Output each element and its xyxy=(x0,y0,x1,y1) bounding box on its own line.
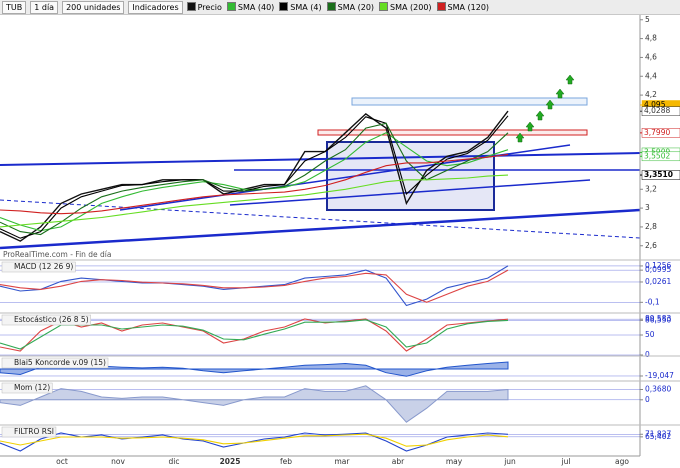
legend-swatch xyxy=(226,2,236,11)
y-tick-label: 4,8 xyxy=(645,34,657,43)
x-tick-label: abr xyxy=(392,457,405,466)
last-label: 4,095 xyxy=(644,100,666,109)
arrows xyxy=(515,74,575,143)
y-tick-label: 2,6 xyxy=(645,241,657,250)
y-tick-label: 0 xyxy=(645,395,650,404)
legend: Precio SMA (40) SMA (4) SMA (20) SMA (200) SM… xyxy=(186,2,490,12)
series-line xyxy=(0,265,509,307)
panel-title-bg xyxy=(1,426,57,438)
trendline xyxy=(229,179,591,206)
y-tick-label: 0 xyxy=(645,350,650,359)
legend-item[interactable]: SMA (4) xyxy=(279,2,322,12)
area xyxy=(0,385,509,423)
legend-label: SMA (200) xyxy=(390,3,432,12)
series-line xyxy=(0,115,509,239)
last-label: 3,3510 xyxy=(644,170,673,179)
x-tick-label: 2025 xyxy=(220,457,241,466)
series-line xyxy=(0,110,509,242)
legend-swatch xyxy=(326,2,336,11)
x-tick-label: mar xyxy=(335,457,351,466)
y-tick-label: -19,047 xyxy=(645,371,674,380)
trendline xyxy=(0,152,641,166)
units[interactable]: 200 unidades xyxy=(62,0,125,14)
panel-title: MACD (12 26 9) xyxy=(14,262,73,271)
trendline xyxy=(0,199,641,239)
y-tick-label: 4,4 xyxy=(645,71,657,80)
y-tick-label: 0,0261 xyxy=(645,277,671,286)
zone xyxy=(317,129,588,136)
y-tick-label: 3 xyxy=(645,203,650,212)
y-tick-label: 3,2 xyxy=(645,184,657,193)
zone xyxy=(351,97,588,106)
legend-swatch xyxy=(379,2,389,11)
panel-title-bg xyxy=(1,314,91,326)
series-line xyxy=(0,122,509,236)
toolbar: TUB 1 día 200 unidades Indicadores Preci… xyxy=(0,0,680,15)
legend-item[interactable]: SMA (200) xyxy=(379,2,432,12)
y-tick-label: 4,2 xyxy=(645,90,657,99)
panel-title-bg xyxy=(1,382,53,394)
panel-title-bg xyxy=(1,357,109,369)
panel-title: Estocástico (26 8 5) xyxy=(14,315,89,324)
legend-label: SMA (120) xyxy=(447,3,490,12)
y-tick-label: 65,402 xyxy=(645,432,671,441)
panel-title: FILTRO RSI xyxy=(14,427,54,436)
legend-swatch xyxy=(279,2,289,11)
symbol[interactable]: TUB xyxy=(2,0,27,14)
y-tick-label: 5 xyxy=(645,15,650,24)
x-tick-label: ago xyxy=(615,457,629,466)
series-line xyxy=(0,318,509,352)
y-tick-label: 4,6 xyxy=(645,52,657,61)
y-tick-label: 2,8 xyxy=(645,222,657,231)
y-tick-label: 0,3680 xyxy=(645,384,671,393)
last-label: 4,0288 xyxy=(644,106,670,115)
panel-title-bg xyxy=(1,261,76,273)
last-label: 3,5502 xyxy=(644,151,670,160)
annotations xyxy=(0,74,641,250)
series-line xyxy=(0,269,509,303)
x-tick-label: may xyxy=(446,457,463,466)
x-tick-label: feb xyxy=(280,457,292,466)
legend-label: SMA (4) xyxy=(290,3,322,12)
last-label: 3,7990 xyxy=(644,128,670,137)
legend-item[interactable]: SMA (20) xyxy=(326,2,375,12)
y-tick-label: 89,583 xyxy=(645,314,671,323)
panel-title: Blai5 Koncorde v.09 (15) xyxy=(14,358,106,367)
y-tick-label: 0,0995 xyxy=(645,265,671,274)
y-tick-label: -0,1 xyxy=(645,297,660,306)
x-tick-label: dic xyxy=(169,457,180,466)
x-tick-label: jun xyxy=(503,457,516,466)
legend-swatch xyxy=(436,2,446,11)
period[interactable]: 1 día xyxy=(30,0,59,14)
panel-title: Mom (12) xyxy=(14,383,50,392)
series-line xyxy=(0,174,509,228)
legend-label: Precio xyxy=(197,3,222,12)
x-tick-label: oct xyxy=(56,457,68,466)
y-tick-label: 0,1256 xyxy=(645,261,671,270)
legend-label: SMA (40) xyxy=(237,3,275,12)
x-tick-label: jul xyxy=(561,457,571,466)
legend-label: SMA (20) xyxy=(337,3,375,12)
legend-swatch xyxy=(186,2,196,11)
series-line xyxy=(0,433,509,447)
legend-item[interactable]: SMA (120) xyxy=(436,2,490,12)
series-line xyxy=(0,153,509,215)
indicators[interactable]: Indicadores xyxy=(128,0,183,14)
y-tick-label: 71,827 xyxy=(645,429,671,438)
source-label: ProRealTime.com - Fin de día xyxy=(3,250,112,259)
legend-item[interactable]: Precio xyxy=(186,2,222,12)
y-tick-label: 86,550 xyxy=(645,315,671,324)
y-tick-label: 50 xyxy=(645,330,655,339)
x-tick-label: nov xyxy=(111,457,125,466)
trendline xyxy=(0,208,641,250)
legend-item[interactable]: SMA (40) xyxy=(226,2,275,12)
